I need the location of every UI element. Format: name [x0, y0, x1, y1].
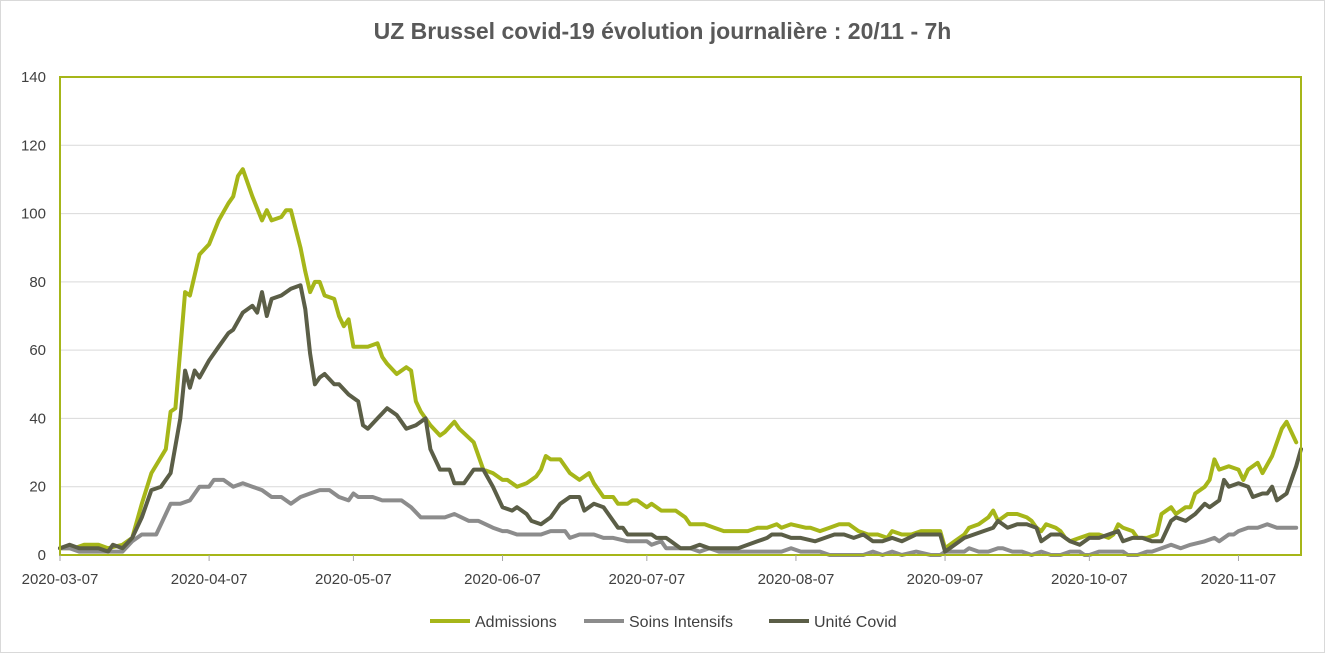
gridlines [60, 76, 1301, 488]
x-tick-label: 2020-07-07 [608, 571, 685, 588]
x-tick-label: 2020-09-07 [907, 571, 984, 588]
series-line-admissions [58, 167, 1299, 551]
y-tick-label: 140 [21, 69, 46, 86]
y-tick-label: 60 [29, 342, 46, 359]
x-tick-label: 2020-10-07 [1051, 571, 1128, 588]
series-line-unite-covid [58, 283, 1303, 554]
y-tick-label: 20 [29, 479, 46, 496]
y-tick-label: 120 [21, 137, 46, 154]
y-tick-label: 100 [21, 206, 46, 223]
x-axis-ticks: 2020-03-07 2020-04-07 2020-05-07 2020-06-07… [22, 555, 1277, 588]
legend-label-admissions: Admissions [475, 614, 557, 631]
plot-area-border [59, 76, 1302, 556]
legend-label-unite-covid: Unité Covid [814, 614, 897, 631]
y-tick-label: 80 [29, 274, 46, 291]
x-tick-label: 2020-11-07 [1201, 571, 1277, 588]
x-tick-label: 2020-06-07 [464, 571, 541, 588]
legend-label-soins-intensifs: Soins Intensifs [629, 614, 733, 631]
x-tick-label: 2020-03-07 [22, 571, 99, 588]
series-line-soins-intensifs [58, 477, 1299, 557]
series-lines [58, 167, 1303, 557]
legend: Admissions Soins Intensifs Unité Covid [430, 614, 897, 631]
x-tick-label: 2020-05-07 [315, 571, 392, 588]
x-tick-label: 2020-04-07 [171, 571, 248, 588]
y-axis-ticks: 0 20 40 60 80 100 120 140 [21, 69, 46, 564]
y-tick-label: 40 [29, 410, 46, 427]
chart-title: UZ Brussel covid-19 évolution journalièr… [373, 18, 952, 44]
x-tick-label: 2020-08-07 [758, 571, 835, 588]
y-tick-label: 0 [38, 547, 46, 564]
